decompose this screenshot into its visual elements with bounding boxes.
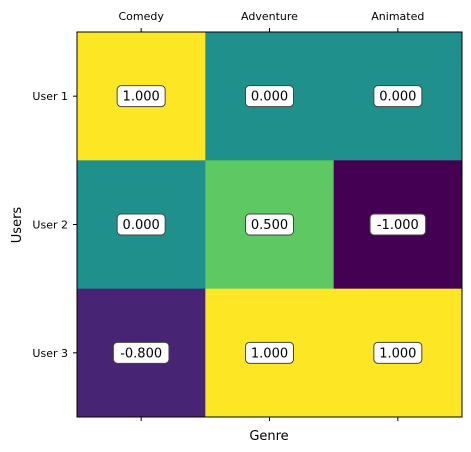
- cell-annotations: 1.000 0.000 0.000 0.000 0.500 -1.000 -0.800 1.0…: [112, 85, 427, 364]
- cell-label-box: [373, 85, 423, 108]
- cell-value-label: 1.000: [251, 346, 288, 361]
- cell-label-box: [369, 213, 427, 236]
- y-tick-label: User 2: [32, 219, 68, 232]
- cell-value-label: 1.000: [379, 346, 416, 361]
- cell-label-box: [373, 341, 423, 364]
- cell-label-box: [245, 213, 294, 236]
- cell-label-box: [116, 85, 166, 108]
- cell-value-label: 0.500: [251, 218, 288, 233]
- x-tick-label: Adventure: [241, 10, 298, 23]
- x-tick-label: Comedy: [118, 10, 164, 23]
- cell-value-label: 0.000: [379, 90, 416, 105]
- x-tick-label: Animated: [371, 10, 424, 23]
- cell-value-label: 0.000: [251, 90, 288, 105]
- x-axis-label: Genre: [249, 429, 288, 444]
- cell-value-label: -1.000: [377, 218, 419, 233]
- cell-value-label: -0.800: [120, 346, 162, 361]
- y-tick-label: User 3: [32, 347, 68, 360]
- y-axis-label: Users: [10, 207, 25, 244]
- y-tick-label: User 1: [32, 90, 68, 103]
- cell-label-box: [116, 213, 166, 236]
- axis-ticks: Comedy Adventure Animated User 1 User 2 User …: [32, 10, 424, 421]
- cell-label-box: [245, 85, 294, 108]
- cell-label-box: [245, 341, 294, 364]
- cell-value-label: 0.000: [123, 218, 160, 233]
- cell-label-box: [112, 341, 170, 364]
- cell-value-label: 1.000: [123, 90, 160, 105]
